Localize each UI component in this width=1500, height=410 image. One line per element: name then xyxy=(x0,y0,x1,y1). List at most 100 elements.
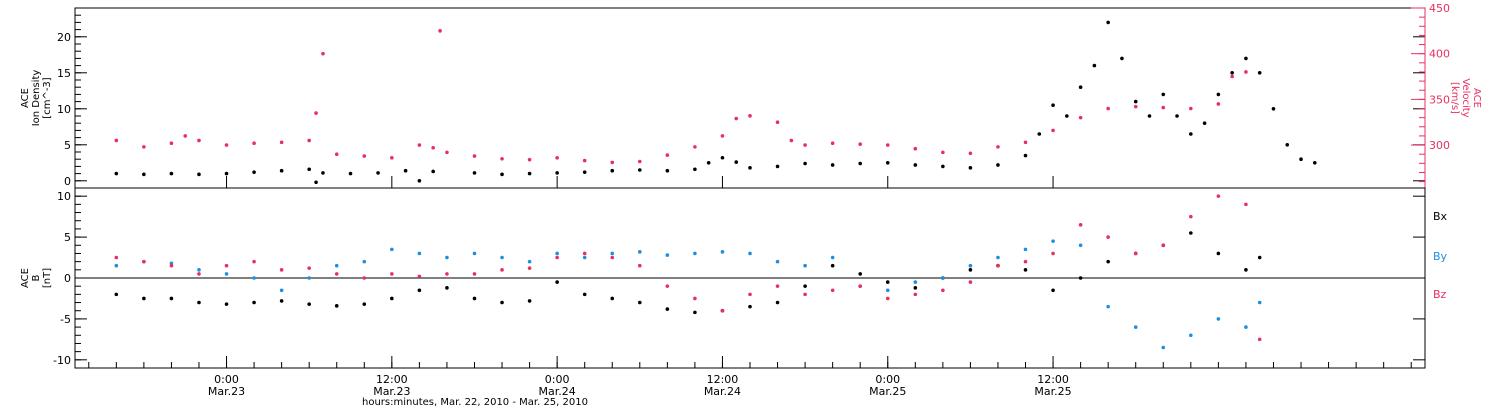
x-tick-time: 0:00 xyxy=(214,373,239,386)
data-point xyxy=(734,116,739,121)
data-point xyxy=(610,296,615,301)
data-point xyxy=(224,302,229,306)
data-point xyxy=(527,259,532,264)
data-point xyxy=(417,179,422,183)
data-point xyxy=(362,276,367,280)
data-point xyxy=(362,154,367,158)
data-point xyxy=(1189,333,1193,338)
data-point xyxy=(1023,247,1028,252)
data-point xyxy=(1271,107,1276,111)
data-point xyxy=(1189,132,1193,136)
data-point xyxy=(665,307,670,311)
data-point xyxy=(183,134,188,138)
data-point xyxy=(1092,63,1097,68)
y-tick-label: 0 xyxy=(64,272,71,285)
data-point xyxy=(1189,214,1193,219)
data-point xyxy=(913,286,918,290)
y-tick-label: -10 xyxy=(53,354,71,367)
data-point xyxy=(1051,128,1055,133)
data-point xyxy=(445,150,449,155)
data-point xyxy=(720,308,725,313)
data-point xyxy=(665,153,670,157)
data-point xyxy=(1051,288,1055,293)
data-point xyxy=(114,171,119,176)
data-point xyxy=(1133,99,1138,104)
data-point xyxy=(390,272,394,276)
data-point xyxy=(1244,70,1248,74)
data-point xyxy=(748,304,752,309)
data-point xyxy=(1023,153,1028,158)
data-point xyxy=(417,274,422,279)
data-point xyxy=(472,171,477,175)
data-point xyxy=(637,300,642,305)
data-point xyxy=(307,167,311,172)
y-axis-label-line: [cm^-3] xyxy=(42,77,53,118)
data-point xyxy=(913,163,918,167)
data-point xyxy=(252,141,256,146)
data-point xyxy=(1216,92,1221,97)
data-point xyxy=(1106,106,1110,111)
data-point xyxy=(693,167,697,172)
data-point xyxy=(142,296,146,301)
data-point xyxy=(169,263,174,268)
data-point xyxy=(1230,74,1234,79)
data-point xyxy=(334,152,339,156)
data-point xyxy=(775,259,780,264)
data-point xyxy=(637,263,642,268)
data-point xyxy=(996,145,1000,149)
series-By xyxy=(114,239,1262,350)
data-point xyxy=(314,180,318,185)
data-point xyxy=(1078,223,1083,227)
data-point xyxy=(1161,92,1166,97)
data-point xyxy=(362,259,367,264)
x-tick-date: Mar.24 xyxy=(704,385,741,398)
bottom-panel: -10 -5 0 5 10 ACEB[nT] Bx By Bz xyxy=(20,187,1448,369)
y2-tick-label: 300 xyxy=(1429,139,1450,152)
data-point xyxy=(1189,231,1193,235)
data-point xyxy=(637,250,642,254)
data-point xyxy=(500,156,504,161)
data-point xyxy=(500,172,504,177)
data-point xyxy=(1065,114,1069,118)
data-point xyxy=(197,138,201,143)
data-point xyxy=(1161,345,1166,350)
data-point xyxy=(996,163,1000,167)
data-point xyxy=(582,170,587,174)
data-point xyxy=(197,268,201,272)
data-point xyxy=(775,164,780,169)
data-point xyxy=(885,161,890,165)
data-point xyxy=(665,253,670,257)
data-point xyxy=(472,296,477,301)
legend-entry: Bz xyxy=(1433,288,1447,301)
data-point xyxy=(417,288,422,293)
data-point xyxy=(114,292,119,297)
data-point xyxy=(1078,276,1083,280)
data-point xyxy=(169,171,174,176)
time-axis: 0:00Mar.2312:00Mar.230:00Mar.2412:00Mar.… xyxy=(88,176,1412,398)
legend-entry: Bx xyxy=(1433,210,1448,223)
data-point xyxy=(307,276,311,280)
data-point xyxy=(706,161,711,165)
data-point xyxy=(1257,337,1262,342)
data-point xyxy=(789,138,794,143)
data-point xyxy=(1023,140,1028,145)
data-point xyxy=(858,142,863,146)
data-point xyxy=(885,296,890,301)
data-point xyxy=(1106,259,1110,264)
data-point xyxy=(734,160,739,164)
data-point xyxy=(224,143,229,147)
data-point xyxy=(693,310,697,315)
data-point xyxy=(1230,71,1234,75)
data-point xyxy=(637,159,642,164)
data-point xyxy=(1299,157,1303,161)
x-tick-date: Mar.25 xyxy=(1034,385,1071,398)
data-point xyxy=(500,268,504,272)
data-point xyxy=(527,299,532,303)
data-point xyxy=(252,300,256,305)
data-point xyxy=(830,263,835,268)
data-point xyxy=(830,288,835,293)
data-point xyxy=(224,272,229,276)
data-point xyxy=(197,172,201,177)
data-point xyxy=(438,29,442,33)
data-point xyxy=(1244,325,1248,329)
